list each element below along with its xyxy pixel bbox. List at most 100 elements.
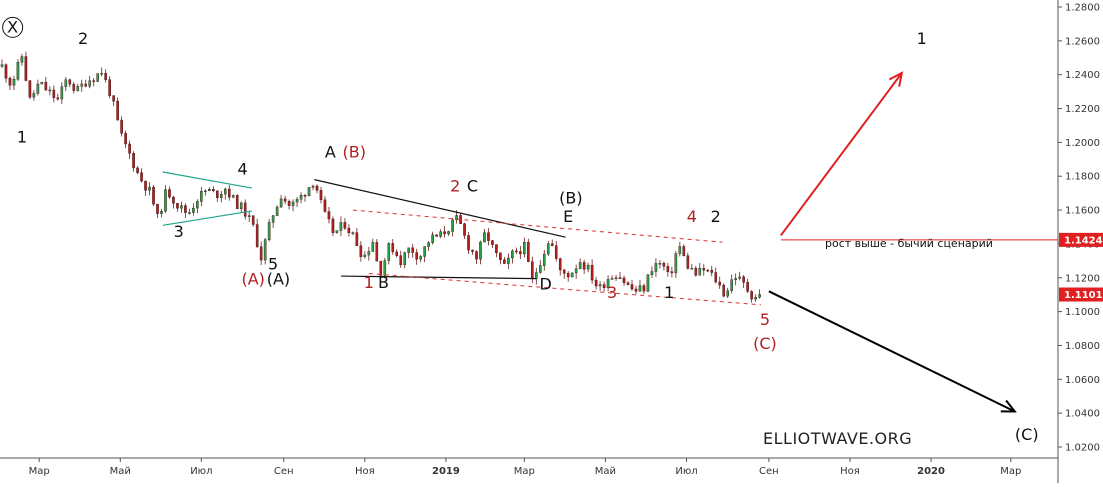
watermark: ELLIOTWAVE.ORG [763,429,912,448]
candle-body [702,268,706,271]
candle-body [212,189,215,192]
wave-label: X [7,17,18,36]
candle-body [347,227,351,233]
candle-body [690,268,694,270]
candle-body [642,285,646,292]
candle-body [379,260,383,276]
candle-body [216,190,219,199]
candle-body [538,265,542,273]
candle-body [172,196,175,204]
candle-body [335,230,339,233]
candle-body [251,215,255,225]
candle-body [192,207,195,213]
wave-label-circle [2,16,24,38]
candle-body [399,255,403,266]
candle-body [239,202,243,209]
candle-body [68,79,72,85]
x-tick-label: Май [595,466,616,477]
bearish-arrow-head [1000,399,1017,413]
candle-body [0,64,4,67]
candle-body [694,268,698,276]
candle-body [666,266,670,272]
candle-body [550,243,554,246]
y-tick-label: 1.2400 [1065,70,1100,81]
candle-body [227,188,231,198]
candle-body [407,247,411,253]
triangle-lower-line [340,275,537,280]
candle-body [499,252,502,260]
candle-body [415,252,418,260]
candle-body [315,185,319,191]
candles-layer [0,51,761,303]
wave-label: (B) [559,188,582,207]
candle-body [152,186,155,205]
y-tick-label: 1.1800 [1065,172,1100,183]
candle-body [726,290,729,297]
candle-body [208,189,211,191]
candle-body [76,86,80,91]
candle-body [80,83,84,87]
candle-body [339,222,343,231]
candle-body [383,260,387,276]
candle-body [231,195,235,198]
candle-body [535,272,538,279]
candle-body [670,271,674,274]
bearish-arrow [768,290,1016,413]
candle-body [120,119,123,134]
bullish-scenario-note: рост выше - бычий сценарий [825,237,993,250]
candle-body [523,242,526,255]
candle-body [327,211,331,220]
wave-label: (C) [1015,425,1039,444]
wave-label: B [378,273,389,292]
y-tick-label: 1.2600 [1065,36,1100,47]
wave-label: 4 [687,207,697,226]
channel-upper-line [352,209,723,243]
candle-body [590,264,594,281]
candle-body [88,80,92,87]
candle-body [638,285,642,292]
candle-body [439,231,442,237]
candle-body [750,291,753,300]
candle-body [271,215,275,223]
wave-label: (B) [342,143,365,162]
candle-body [371,242,375,252]
x-tick-label: Июл [190,466,212,477]
channel-lower-line [368,273,761,306]
wave-label: 1 [664,283,674,302]
candle-body [546,243,550,255]
candle-body [140,172,143,182]
wave-label: 1 [17,127,27,146]
candle-body [503,259,506,264]
candle-body [387,243,391,261]
candle-body [247,215,251,217]
candle-body [730,279,733,291]
candle-body [180,205,183,209]
candle-body [220,193,223,199]
candle-body [574,268,578,274]
wave-label: 1 [917,29,927,48]
wave-label: (C) [753,334,777,353]
candle-body [124,133,127,145]
candle-body [24,56,28,81]
x-tick-label: Мар [514,466,535,477]
candle-body [235,195,239,209]
candle-body [132,153,135,169]
candle-body [554,245,558,259]
candle-body [527,242,530,262]
candle-body [200,191,203,202]
candle-body [112,95,115,102]
candle-body [714,272,718,283]
candle-body [223,188,227,195]
y-tick-label: 1.2800 [1065,3,1100,14]
x-tick-label: Ноя [840,466,860,477]
candle-body [12,79,16,86]
candle-body [754,297,757,300]
wave-label: 3 [174,222,184,241]
candle-body [455,215,458,221]
candle-body [60,86,64,100]
candle-body [662,262,666,267]
candle-body [427,242,430,247]
candle-body [419,256,422,260]
